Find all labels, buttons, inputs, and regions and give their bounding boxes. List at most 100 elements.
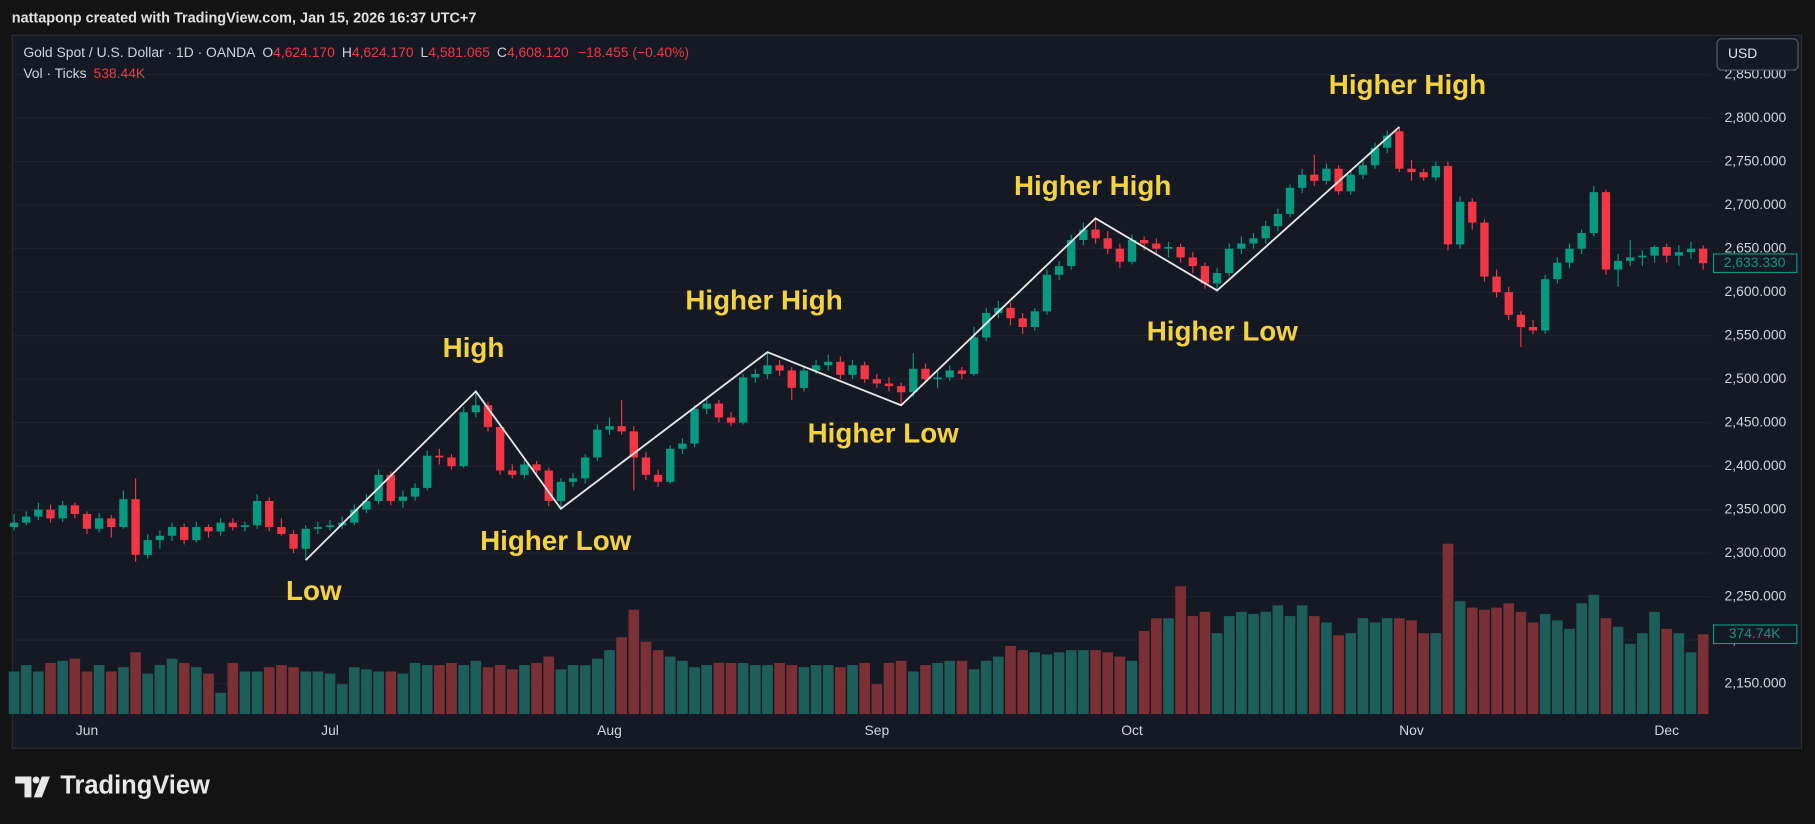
- candle-body: [751, 373, 760, 378]
- x-tick-label: Jun: [76, 722, 98, 738]
- volume-bar: [1345, 633, 1357, 715]
- candle-body: [131, 499, 140, 555]
- volume-bar: [105, 671, 117, 715]
- volume-bar: [749, 665, 761, 715]
- volume-bar: [1685, 652, 1697, 715]
- chart-panel: [11, 34, 1803, 749]
- volume-bar: [1381, 618, 1393, 715]
- candle-body: [265, 500, 274, 528]
- candle-body: [1152, 243, 1161, 249]
- candle-body: [252, 500, 262, 526]
- volume-bar: [1248, 613, 1259, 715]
- volume-bar: [57, 660, 68, 715]
- candle-body: [1419, 172, 1428, 178]
- candle-body: [581, 457, 590, 479]
- candle-body: [1030, 311, 1039, 327]
- candle-body: [1698, 248, 1708, 264]
- y-tick-label: 2,300.000: [1725, 544, 1787, 560]
- volume-bar: [980, 660, 992, 715]
- candle-body: [1285, 187, 1295, 214]
- trend-line: [305, 126, 1400, 561]
- volume-bar: [1454, 601, 1466, 715]
- candle-body: [435, 455, 444, 458]
- candle-body: [1115, 248, 1125, 262]
- low-value: 4,581.065: [428, 44, 490, 60]
- volume-bar: [968, 669, 980, 715]
- open-value: 4,624.170: [273, 44, 335, 60]
- candle-body: [1225, 248, 1234, 274]
- volume-bar: [1223, 616, 1235, 715]
- candle-body: [544, 470, 553, 501]
- y-tick-label: 2,250.000: [1725, 587, 1787, 603]
- x-tick-label: Jul: [321, 722, 339, 738]
- volume-bar: [798, 667, 810, 715]
- volume-bar: [810, 665, 822, 715]
- candle-body: [1674, 252, 1684, 256]
- candle-body: [775, 365, 784, 371]
- candle-body: [848, 365, 857, 375]
- y-tick-label: 2,700.000: [1725, 196, 1787, 212]
- volume-bar: [482, 667, 494, 715]
- volume-bar: [227, 662, 239, 715]
- candle-body: [714, 403, 724, 418]
- volume-bar: [300, 671, 312, 715]
- candle-body: [568, 478, 578, 482]
- volume-bar: [1211, 633, 1223, 715]
- logo-mark: [15, 776, 32, 798]
- candle-body: [532, 464, 541, 471]
- volume-bar: [859, 662, 871, 715]
- candle-body: [1565, 248, 1574, 263]
- candle-body: [1650, 246, 1659, 256]
- high-label: H: [342, 44, 352, 60]
- last-price-tag-box: [1712, 253, 1798, 274]
- candle-body: [1370, 147, 1380, 166]
- volume-bar: [1114, 656, 1126, 715]
- candle-body: [1541, 279, 1550, 331]
- volume-bar: [1187, 616, 1199, 715]
- candle-body: [1042, 274, 1052, 312]
- y-tick-label: 2,550.000: [1725, 326, 1787, 342]
- candle-body: [1480, 222, 1489, 277]
- volume-bar: [1564, 628, 1575, 715]
- volume-bar: [288, 667, 299, 715]
- last-price-tag-label: 2,633.330: [1724, 254, 1786, 270]
- candle-body: [180, 527, 189, 541]
- candle-body: [107, 518, 116, 528]
- volume-bar: [1442, 543, 1454, 715]
- candle-body: [350, 509, 359, 523]
- currency-label[interactable]: USD: [1728, 45, 1757, 61]
- candle-body: [1383, 135, 1392, 148]
- volume-bar: [1284, 616, 1296, 715]
- volume-tag-box: [1712, 624, 1798, 645]
- candle-body: [921, 368, 930, 380]
- volume-bar: [1527, 622, 1539, 715]
- candle-body: [957, 370, 967, 374]
- candle-body: [1237, 243, 1246, 249]
- volume-bar: [1491, 607, 1502, 715]
- volume-bar: [494, 665, 506, 715]
- volume-bar: [1661, 628, 1673, 715]
- currency-button-frame[interactable]: [1716, 38, 1799, 71]
- volume-bar: [373, 671, 384, 715]
- currency-button[interactable]: USD: [1716, 38, 1799, 71]
- candle-body: [1297, 174, 1307, 188]
- volume-bar: [215, 692, 226, 715]
- candle-body: [678, 443, 687, 449]
- candle-body: [155, 535, 165, 541]
- close-label: C: [497, 44, 507, 60]
- volume-bar: [835, 667, 846, 715]
- volume-bar: [664, 656, 676, 715]
- logo-dot: [32, 776, 40, 784]
- candle-body: [617, 426, 626, 432]
- candle-body: [313, 527, 323, 529]
- candle-body: [1079, 229, 1088, 240]
- volume-bar: [1260, 611, 1272, 715]
- candle-body: [1589, 192, 1598, 234]
- volume-bar: [1102, 652, 1114, 715]
- candle-body: [1334, 168, 1343, 192]
- candle-body: [896, 386, 906, 393]
- candle-body: [228, 522, 237, 528]
- low-label: L: [421, 44, 429, 60]
- candle-body: [872, 379, 881, 384]
- volume-bar: [895, 660, 907, 715]
